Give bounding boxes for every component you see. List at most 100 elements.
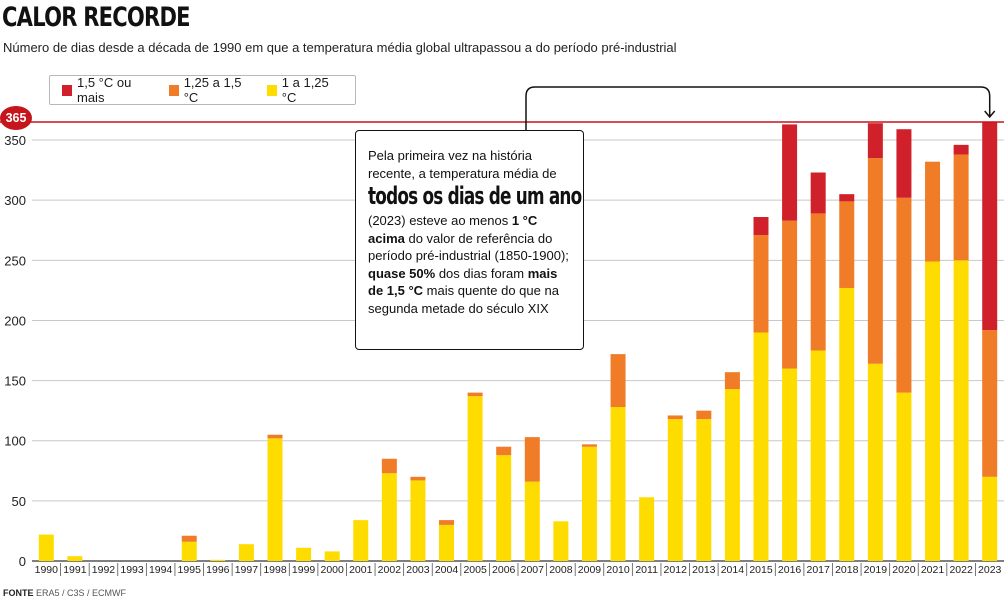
x-tick-label-2000: 2000 xyxy=(320,564,344,576)
legend-label-yellow: 1 a 1,25 °C xyxy=(281,75,329,105)
bar-2001-s0 xyxy=(353,520,369,561)
reference-label: 365 xyxy=(6,111,27,125)
callout-text-1: (2023) esteve ao menos xyxy=(368,213,512,228)
bar-2002-s1 xyxy=(381,458,397,474)
x-tick-label-2011: 2011 xyxy=(635,564,658,576)
bar-2005-s0 xyxy=(467,396,483,561)
legend-swatch-yellow xyxy=(266,84,277,96)
callout-arrowhead xyxy=(984,110,996,119)
bar-1996-s0 xyxy=(210,559,226,561)
legend-item-red: 1,5 °C ou mais xyxy=(62,75,155,105)
bar-2022-s1 xyxy=(953,154,969,261)
reference-line-group: 365 xyxy=(0,106,1004,130)
x-tick-label-1997: 1997 xyxy=(235,564,259,576)
x-axis-labels: 1990 1991 1992 1993 1994 1995 1996 1997 1998 1999… xyxy=(35,563,1002,576)
x-tick-label-1998: 1998 xyxy=(263,564,287,576)
x-tick-label-1992: 1992 xyxy=(92,564,116,576)
x-tick-label-2013: 2013 xyxy=(692,564,716,576)
bar-2021-s1 xyxy=(925,161,941,262)
legend-item-orange: 1,25 a 1,5 °C xyxy=(168,75,253,105)
bar-2003-s1 xyxy=(410,476,426,481)
bar-2017-s0 xyxy=(810,350,826,561)
bar-2005-s1 xyxy=(467,392,483,397)
bar-2021-s0 xyxy=(925,261,941,561)
x-tick-label-2002: 2002 xyxy=(378,564,402,576)
bar-2016-s2 xyxy=(782,124,798,221)
bar-2016-s1 xyxy=(782,220,798,369)
bars xyxy=(38,122,998,561)
x-tick-label-2016: 2016 xyxy=(778,564,802,576)
y-axis-labels: 0 50 100 150 200 250 300 350 xyxy=(4,133,26,569)
bar-2010-s0 xyxy=(610,407,626,561)
x-tick-label-2021: 2021 xyxy=(921,564,945,576)
y-tick-label-50: 50 xyxy=(12,494,26,509)
callout-arrow xyxy=(525,86,991,130)
bar-2017-s2 xyxy=(810,172,826,214)
bar-2018-s1 xyxy=(839,201,855,288)
x-tick-label-1999: 1999 xyxy=(292,564,316,576)
callout-line1: Pela primeira vez na história recente, a… xyxy=(368,148,557,181)
bar-1997-s0 xyxy=(238,544,254,561)
x-tick-label-1990: 1990 xyxy=(35,564,59,576)
y-tick-label-350: 350 xyxy=(4,133,26,148)
bar-1995-s0 xyxy=(181,541,197,561)
bar-2006-s1 xyxy=(496,446,512,456)
callout-headline: todos os dias de um ano xyxy=(368,182,582,210)
bar-2012-s0 xyxy=(667,419,683,561)
chart-title: CALOR RECORDE xyxy=(2,2,191,33)
bar-2022-s0 xyxy=(953,260,969,561)
bar-2019-s0 xyxy=(867,363,883,561)
x-tick-label-2004: 2004 xyxy=(435,564,459,576)
x-tick-label-2023: 2023 xyxy=(978,564,1002,576)
bar-2013-s1 xyxy=(696,410,712,420)
bar-2020-s2 xyxy=(896,129,912,198)
bar-2012-s1 xyxy=(667,415,683,420)
bar-2019-s1 xyxy=(867,158,883,364)
bar-2020-s0 xyxy=(896,392,912,561)
x-tick-label-2018: 2018 xyxy=(835,564,859,576)
x-tick-label-2009: 2009 xyxy=(578,564,602,576)
bar-2007-s1 xyxy=(524,437,540,482)
bar-2004-s0 xyxy=(439,524,455,561)
x-tick-label-2005: 2005 xyxy=(463,564,487,576)
bar-2000-s0 xyxy=(324,551,340,561)
bar-2009-s1 xyxy=(581,444,597,447)
bar-2016-s0 xyxy=(782,368,798,561)
bar-2023-s1 xyxy=(982,330,998,477)
chart-subtitle: Número de dias desde a década de 1990 em… xyxy=(3,40,677,55)
x-tick-label-2006: 2006 xyxy=(492,564,516,576)
y-tick-label-250: 250 xyxy=(4,253,26,268)
bar-1999-s0 xyxy=(296,547,312,561)
bar-1998-s1 xyxy=(267,434,283,439)
reference-badge xyxy=(0,106,32,130)
callout-text-3: dos dias foram xyxy=(435,265,528,281)
bar-2007-s0 xyxy=(524,481,540,561)
source-text: ERA5 / C3S / ECMWF xyxy=(36,588,127,598)
bar-1995-s1 xyxy=(181,535,197,542)
bar-1991-s0 xyxy=(67,556,83,561)
legend-swatch-orange xyxy=(168,84,179,96)
x-tick-label-2020: 2020 xyxy=(892,564,916,576)
bar-2003-s0 xyxy=(410,480,426,561)
x-tick-label-1995: 1995 xyxy=(178,564,202,576)
source-label: FONTE xyxy=(3,588,34,598)
x-tick-label-2017: 2017 xyxy=(806,564,830,576)
y-tick-label-200: 200 xyxy=(4,313,26,328)
x-tick-label-2014: 2014 xyxy=(721,564,745,576)
bar-2002-s0 xyxy=(381,473,397,561)
y-tick-label-300: 300 xyxy=(4,193,26,208)
annotation-callout: Pela primeira vez na história recente, a… xyxy=(355,130,584,350)
x-tick-label-2008: 2008 xyxy=(549,564,573,576)
legend-label-red: 1,5 °C ou mais xyxy=(77,75,132,105)
bar-2008-s0 xyxy=(553,521,569,561)
bar-2015-s0 xyxy=(753,332,769,561)
bar-2015-s1 xyxy=(753,235,769,333)
legend-item-yellow: 1 a 1,25 °C xyxy=(266,75,341,105)
legend-swatch-red xyxy=(62,84,72,96)
bar-1998-s0 xyxy=(267,438,283,561)
x-tick-label-1994: 1994 xyxy=(149,564,173,576)
x-tick-label-2015: 2015 xyxy=(749,564,773,576)
y-tick-label-100: 100 xyxy=(4,434,26,449)
x-tick-label-2022: 2022 xyxy=(949,564,973,576)
